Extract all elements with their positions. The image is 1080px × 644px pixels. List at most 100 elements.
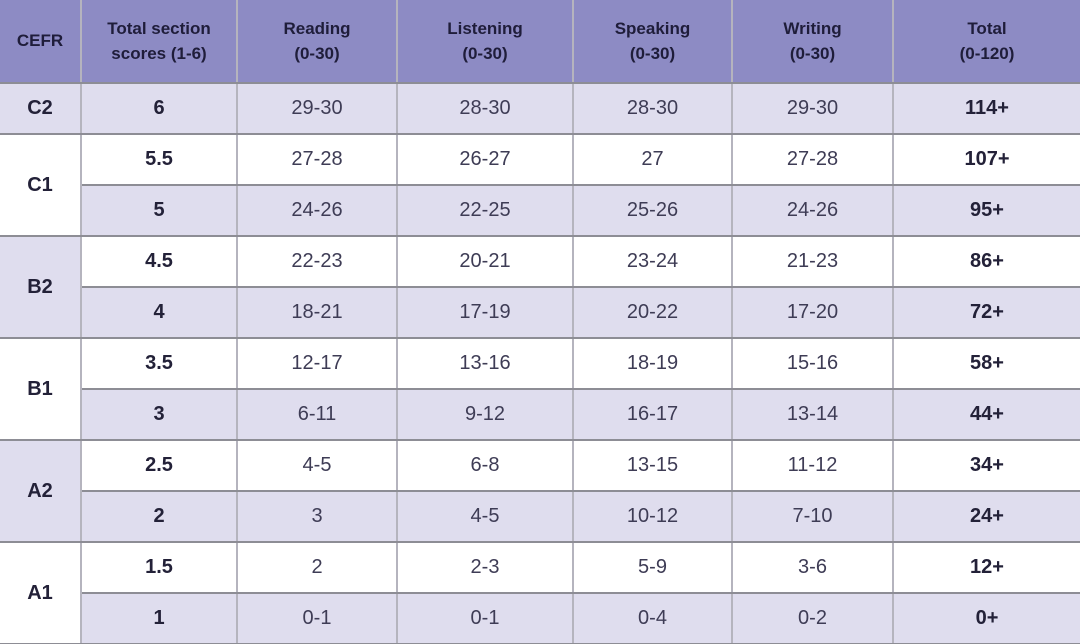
speaking-cell: 28-30 xyxy=(572,82,733,135)
table-row: C1 5.5 27-28 26-27 27 27-28 107+ xyxy=(0,133,1080,237)
score-cell: 4.5 xyxy=(80,235,238,288)
reading-cell: 24-26 xyxy=(236,184,398,237)
listening-cell: 9-12 xyxy=(396,388,574,441)
header-label: Total xyxy=(967,18,1007,38)
listening-cell: 4-5 xyxy=(396,490,574,543)
score-cell: 5.5 xyxy=(80,133,238,186)
header-cell-speaking: Speaking (0-30) xyxy=(572,0,733,84)
writing-cell: 7-10 xyxy=(731,490,894,543)
writing-cell: 17-20 xyxy=(731,286,894,339)
total-cell: 44+ xyxy=(892,388,1080,441)
total-cell: 0+ xyxy=(892,592,1080,644)
speaking-cell: 23-24 xyxy=(572,235,733,288)
writing-cell: 15-16 xyxy=(731,337,894,390)
writing-cell: 3-6 xyxy=(731,541,894,594)
header-label: Listening xyxy=(447,18,523,38)
speaking-cell: 10-12 xyxy=(572,490,733,543)
table-row: A2 2.5 4-5 6-8 13-15 11-12 34+ xyxy=(0,439,1080,543)
listening-cell: 0-1 xyxy=(396,592,574,644)
score-cell: 6 xyxy=(80,82,238,135)
table-row: 2 3 4-5 10-12 7-10 24+ xyxy=(0,490,1080,543)
writing-cell: 11-12 xyxy=(731,439,894,492)
table-row: 3 6-11 9-12 16-17 13-14 44+ xyxy=(0,388,1080,441)
header-label: Reading xyxy=(283,18,351,38)
reading-cell: 22-23 xyxy=(236,235,398,288)
header-cell-listening: Listening (0-30) xyxy=(396,0,574,84)
reading-cell: 12-17 xyxy=(236,337,398,390)
reading-cell: 4-5 xyxy=(236,439,398,492)
score-cell: 1.5 xyxy=(80,541,238,594)
speaking-cell: 20-22 xyxy=(572,286,733,339)
listening-cell: 2-3 xyxy=(396,541,574,594)
speaking-cell: 13-15 xyxy=(572,439,733,492)
writing-cell: 13-14 xyxy=(731,388,894,441)
table-row: 1 0-1 0-1 0-4 0-2 0+ xyxy=(0,592,1080,644)
reading-cell: 6-11 xyxy=(236,388,398,441)
speaking-cell: 27 xyxy=(572,133,733,186)
reading-cell: 18-21 xyxy=(236,286,398,339)
table-row: C2 6 29-30 28-30 28-30 29-30 114+ xyxy=(0,82,1080,135)
header-label: CEFR xyxy=(16,31,64,51)
table-row: B2 4.5 22-23 20-21 23-24 21-23 86+ xyxy=(0,235,1080,339)
total-cell: 72+ xyxy=(892,286,1080,339)
speaking-cell: 25-26 xyxy=(572,184,733,237)
header-sublabel: (0-30) xyxy=(789,44,836,63)
score-cell: 5 xyxy=(81,184,238,237)
header-label: Writing xyxy=(783,18,842,38)
writing-cell: 24-26 xyxy=(731,184,894,237)
writing-cell: 29-30 xyxy=(731,82,894,135)
listening-cell: 28-30 xyxy=(396,82,574,135)
listening-cell: 6-8 xyxy=(396,439,574,492)
score-cell: 2.5 xyxy=(80,439,238,492)
reading-cell: 0-1 xyxy=(236,592,398,644)
header-cell-cefr: CEFR xyxy=(0,0,82,84)
listening-cell: 22-25 xyxy=(396,184,574,237)
listening-cell: 17-19 xyxy=(396,286,574,339)
total-cell: 114+ xyxy=(892,82,1080,135)
header-sublabel: (0-30) xyxy=(294,44,340,63)
score-cell: 3 xyxy=(81,388,238,441)
reading-cell: 29-30 xyxy=(236,82,398,135)
writing-cell: 27-28 xyxy=(731,133,894,186)
speaking-cell: 18-19 xyxy=(572,337,733,390)
listening-cell: 13-16 xyxy=(396,337,574,390)
header-sublabel: scores (1-6) xyxy=(111,44,207,63)
total-cell: 107+ xyxy=(892,133,1080,186)
total-cell: 58+ xyxy=(892,337,1080,390)
score-cell: 4 xyxy=(81,286,238,339)
cefr-cell-b2: B2 xyxy=(0,235,82,339)
writing-cell: 0-2 xyxy=(731,592,894,644)
writing-cell: 21-23 xyxy=(731,235,894,288)
score-cell: 1 xyxy=(81,592,238,644)
reading-cell: 27-28 xyxy=(236,133,398,186)
cefr-cell-a2: A2 xyxy=(0,439,82,543)
header-cell-total: Total (0-120) xyxy=(892,0,1080,84)
score-cell: 2 xyxy=(81,490,238,543)
speaking-cell: 0-4 xyxy=(572,592,733,644)
total-cell: 86+ xyxy=(892,235,1080,288)
table-header-row: CEFR Total section scores (1-6) Reading (0… xyxy=(0,0,1080,84)
cefr-cell-a1: A1 xyxy=(0,541,82,644)
header-sublabel: (0-30) xyxy=(629,44,676,63)
speaking-cell: 5-9 xyxy=(572,541,733,594)
header-cell-writing: Writing (0-30) xyxy=(731,0,894,84)
cefr-cell-c2: C2 xyxy=(0,82,82,135)
score-cell: 3.5 xyxy=(80,337,238,390)
total-cell: 34+ xyxy=(892,439,1080,492)
header-cell-score: Total section scores (1-6) xyxy=(80,0,238,84)
header-cell-reading: Reading (0-30) xyxy=(236,0,398,84)
total-cell: 95+ xyxy=(892,184,1080,237)
speaking-cell: 16-17 xyxy=(572,388,733,441)
header-label: Speaking xyxy=(614,18,691,38)
table-row: A1 1.5 2 2-3 5-9 3-6 12+ xyxy=(0,541,1080,644)
table-row: 4 18-21 17-19 20-22 17-20 72+ xyxy=(0,286,1080,339)
listening-cell: 26-27 xyxy=(396,133,574,186)
table-row: B1 3.5 12-17 13-16 18-19 15-16 58+ xyxy=(0,337,1080,441)
total-cell: 12+ xyxy=(892,541,1080,594)
reading-cell: 3 xyxy=(236,490,398,543)
reading-cell: 2 xyxy=(236,541,398,594)
table-row: 5 24-26 22-25 25-26 24-26 95+ xyxy=(0,184,1080,237)
listening-cell: 20-21 xyxy=(396,235,574,288)
header-sublabel: (0-120) xyxy=(959,44,1015,63)
